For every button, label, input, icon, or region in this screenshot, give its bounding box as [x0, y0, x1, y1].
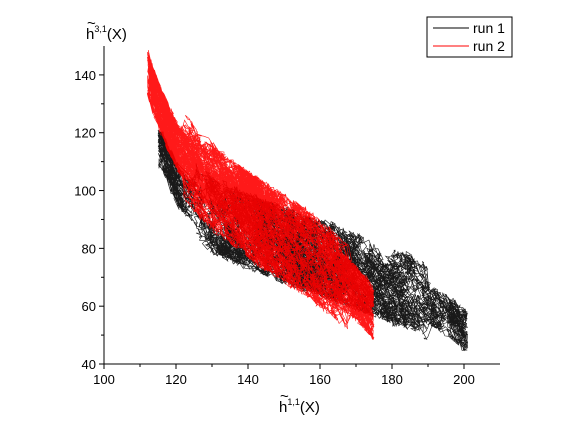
x-axis-label: h1,1(X) [279, 397, 320, 416]
series-layer [146, 50, 469, 352]
y-tick-label: 100 [74, 184, 96, 199]
x-tick-label: 120 [165, 372, 187, 387]
x-axis-label-tilde: ~ [280, 388, 289, 405]
legend: run 1 run 2 [426, 16, 513, 58]
legend-label-run-1: run 1 [473, 20, 505, 36]
y-axis-label: h3,1(X) [86, 24, 127, 43]
y-tick-label: 60 [82, 299, 96, 314]
y-axis-label-tilde: ~ [87, 15, 96, 32]
y-tick-label: 120 [74, 126, 96, 141]
x-tick-label: 140 [237, 372, 259, 387]
y-tick-label: 140 [74, 68, 96, 83]
series-run-2 [146, 50, 375, 340]
trajectory-run-2 [146, 50, 375, 340]
legend-box [426, 16, 513, 58]
x-tick-label: 180 [381, 372, 403, 387]
axes: 100 120 140 160 180 200 40 60 80 100 120 140 [74, 46, 500, 387]
x-tick-label: 100 [93, 372, 115, 387]
axis-labels: h1,1(X) h3,1(X) ~ ~ [86, 15, 320, 416]
legend-label-run-2: run 2 [473, 38, 505, 54]
x-tick-label: 160 [309, 372, 331, 387]
x-tick-label: 200 [453, 372, 475, 387]
y-tick-label: 80 [82, 241, 96, 256]
y-tick-label: 40 [82, 357, 96, 372]
